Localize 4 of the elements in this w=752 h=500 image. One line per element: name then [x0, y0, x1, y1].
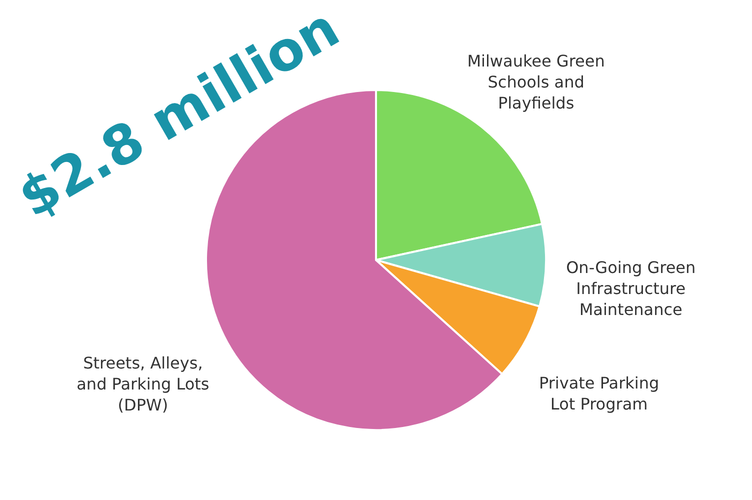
slice-label: On-Going Green Infrastructure Maintenance — [566, 258, 696, 320]
slice-label: Milwaukee Green Schools and Playfields — [467, 51, 605, 112]
slice-label: Private Parking Lot Program — [538, 374, 660, 414]
slice-label: Streets, Alleys, and Parking Lots (DPW) — [76, 353, 210, 414]
